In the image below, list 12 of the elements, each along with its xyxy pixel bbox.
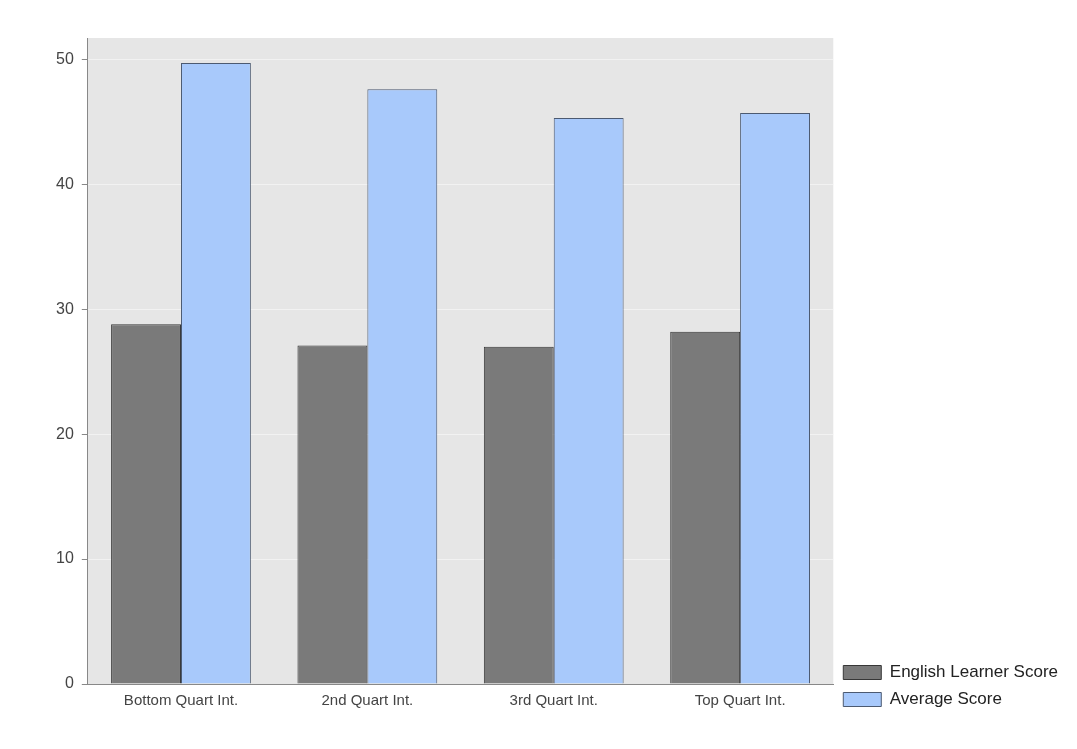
x-tick-label: 2nd Quart Int. — [321, 691, 414, 709]
legend-label: Average Score — [889, 689, 1002, 709]
x-tick-label: Top Quart Int. — [694, 691, 786, 709]
legend-label: English Learner Score — [889, 662, 1059, 682]
y-tick-label: 0 — [64, 674, 74, 692]
y-tick-label: 50 — [56, 49, 74, 67]
y-tick-label: 20 — [56, 424, 74, 442]
x-tick-label: Bottom Quart Int. — [123, 691, 239, 709]
x-tick-label: 3rd Quart Int. — [509, 691, 598, 709]
y-tick-label: 10 — [56, 549, 74, 567]
y-tick-label: 30 — [56, 299, 74, 317]
y-tick-label: 40 — [56, 174, 74, 192]
